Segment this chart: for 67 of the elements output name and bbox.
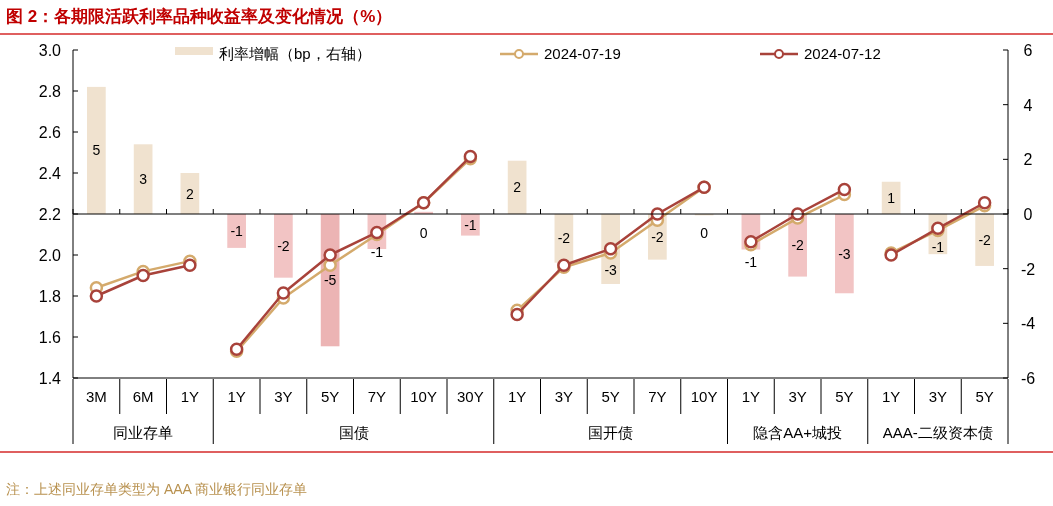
x-tick-label: 30Y [457,388,484,405]
x-tick-label: 1Y [180,388,200,405]
x-tick-label: 10Y [410,388,437,405]
y2-tick-label: 6 [1023,42,1033,59]
y-tick-label: 2.6 [38,124,62,141]
x-tick-label: 1Y [227,388,246,405]
y2-tick-label: 2 [1023,151,1033,169]
data-label: -1 [931,239,945,256]
y2-tick-label: -4 [1020,315,1036,333]
x-tick-label: 3Y [274,388,293,405]
data-label: -3 [838,245,851,262]
legend-label: 利率增幅（bp，右轴） [219,45,371,62]
y-tick-label: 3.0 [38,42,62,59]
x-tick-label: 3M [85,388,107,405]
y2-tick-label: -2 [1020,260,1036,278]
data-label: -1 [744,253,758,270]
legend-label: 2024-07-12 [804,45,881,62]
text: 同业存单 [113,424,174,441]
y-tick-label: 2.2 [38,206,62,223]
data-label: -3 [604,261,618,278]
data-label: 0 [700,225,709,241]
data-label: 2 [513,179,522,196]
data-label: -1 [464,216,477,233]
x-tick-label: 6M [132,388,154,405]
data-label: -1 [370,243,384,260]
y2-tick-label: -6 [1020,370,1036,387]
x-tick-label: 1Y [507,388,527,405]
data-label: -2 [978,231,992,248]
data-label: -1 [230,222,244,239]
y-tick-label: 2.0 [38,247,62,264]
y-tick-label: 1.6 [38,329,62,346]
x-tick-label: 7Y [648,388,667,405]
y2-tick-label: 4 [1023,96,1033,114]
y-tick-label: 1.8 [38,288,62,305]
x-tick-label: 5Y [835,388,854,405]
data-label: 0 [419,225,428,241]
y-tick-label: 2.8 [38,83,62,100]
x-tick-label: 10Y [690,388,718,405]
text: 隐含AA+城投 [753,424,843,441]
text: 国开债 [588,424,634,441]
x-tick-label: 3Y [788,388,807,405]
data-label: -2 [277,237,290,254]
x-tick-label: 5Y [320,388,340,405]
data-label: -2 [651,228,664,245]
y2-tick-label: 0 [1023,206,1033,223]
x-tick-label: 5Y [601,388,620,405]
y-tick-label: 1.4 [38,370,62,387]
data-label: 5 [92,142,101,159]
text: 注：上述同业存单类型为 AAA 商业银行同业存单 [6,481,308,497]
legend-利率增幅（bp，右轴）: 利率增幅（bp，右轴） [175,45,371,62]
data-label: 1 [887,189,896,206]
legend-label: 2024-07-19 [544,45,621,62]
x-tick-label: 3Y [554,388,574,405]
text: AAA-二级资本债 [882,424,993,441]
data-label: -2 [557,230,571,247]
x-tick-label: 1Y [881,388,901,405]
data-label: -2 [791,237,805,254]
data-label: -5 [323,272,337,289]
y-tick-label: 2.4 [38,165,62,182]
data-label: 3 [139,171,148,188]
x-tick-label: 1Y [741,388,761,405]
x-tick-label: 3Y [928,388,948,405]
x-tick-label: 5Y [975,388,994,405]
text: 国债 [338,424,369,441]
chart-title: 图 2：各期限活跃利率品种收益率及变化情况（%） [6,7,393,26]
data-label: 2 [185,185,194,202]
x-tick-label: 7Y [367,388,387,405]
